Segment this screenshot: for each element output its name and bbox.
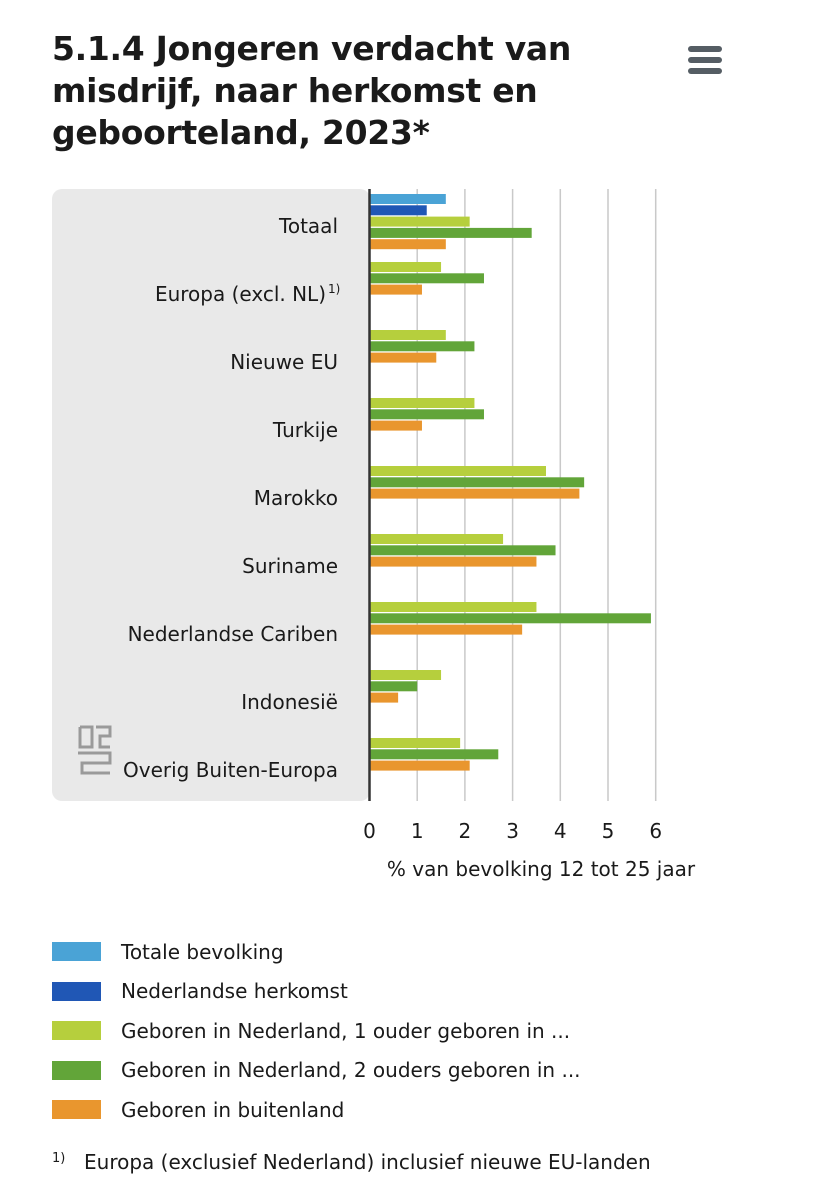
category-label: Europa (excl. NL): [155, 282, 326, 306]
x-tick-label: 1: [411, 819, 424, 843]
footnote-marker: 1): [52, 1150, 66, 1166]
x-tick-label: 2: [459, 819, 472, 843]
bar-chart: Totaal Europa (excl. NL) 1) Nieuwe EU Turkij…: [52, 189, 696, 881]
bar: [369, 352, 437, 363]
bar: [369, 749, 499, 760]
category-footnote-marker: 1): [328, 282, 340, 296]
footnote: 1) Europa (exclusief Nederland) inclusie…: [52, 1150, 651, 1174]
bar: [369, 670, 442, 680]
category-label: Totaal: [278, 214, 338, 238]
bar: [369, 534, 504, 544]
bar: [369, 194, 446, 204]
legend-item: Totale bevolking: [52, 932, 752, 972]
bar: [369, 681, 418, 692]
bar: [369, 409, 484, 420]
x-tick-label: 3: [506, 819, 519, 843]
legend-swatch: [52, 942, 101, 962]
legend: Totale bevolking Nederlandse herkomst Gebo…: [52, 932, 752, 1130]
bar: [369, 330, 446, 340]
legend-item: Geboren in Nederland, 2 ouders geboren i…: [52, 1051, 752, 1091]
bar: [369, 556, 537, 567]
bar: [369, 216, 470, 227]
bar: [369, 398, 475, 408]
legend-item: Nederlandse herkomst: [52, 972, 752, 1012]
bar: [369, 420, 422, 431]
category-label: Marokko: [254, 486, 338, 510]
bars: [369, 194, 651, 771]
category-label: Overig Buiten-Europa: [123, 758, 338, 782]
category-label: Nieuwe EU: [230, 350, 338, 374]
bar: [369, 273, 484, 284]
bar: [369, 284, 422, 295]
x-tick-label: 6: [649, 819, 662, 843]
bar: [369, 613, 651, 624]
x-axis-label: % van bevolking 12 tot 25 jaar: [387, 857, 696, 881]
legend-label: Totale bevolking: [121, 939, 284, 964]
category-label: Suriname: [242, 554, 338, 578]
legend-swatch: [52, 1060, 101, 1080]
legend-swatch: [52, 1021, 101, 1041]
legend-label: Nederlandse herkomst: [121, 979, 348, 1004]
category-label: Indonesië: [241, 690, 338, 714]
bar: [369, 760, 470, 771]
category-labels: Totaal Europa (excl. NL) 1) Nieuwe EU Turkij…: [123, 214, 340, 782]
bar: [369, 262, 442, 272]
bar: [369, 227, 532, 238]
footnote-text: Europa (exclusief Nederland) inclusief n…: [84, 1150, 651, 1174]
hamburger-menu-icon[interactable]: [688, 46, 722, 74]
bar: [369, 466, 546, 476]
legend-item: Geboren in buitenland: [52, 1090, 752, 1130]
bar: [369, 205, 427, 216]
x-tick-label: 4: [554, 819, 567, 843]
chart-panel: [52, 189, 370, 801]
bar: [369, 488, 580, 499]
legend-swatch: [52, 981, 101, 1001]
bar: [369, 341, 475, 352]
bar: [369, 545, 556, 556]
category-label: Nederlandse Cariben: [128, 622, 338, 646]
legend-label: Geboren in Nederland, 1 ouder geboren in…: [121, 1018, 571, 1043]
x-tick-label: 5: [602, 819, 615, 843]
bar: [369, 738, 461, 748]
bar: [369, 692, 399, 703]
legend-label: Geboren in Nederland, 2 ouders geboren i…: [121, 1058, 581, 1083]
legend-item: Geboren in Nederland, 1 ouder geboren in…: [52, 1011, 752, 1051]
bar: [369, 624, 523, 635]
x-tick-labels: 0 1 2 3 4 5 6: [363, 819, 662, 843]
category-label: Turkije: [272, 418, 338, 442]
legend-swatch: [52, 1100, 101, 1120]
bar: [369, 477, 585, 488]
bar: [369, 602, 537, 612]
x-tick-label: 0: [363, 819, 376, 843]
chart-title: 5.1.4 Jongeren verdacht van misdrijf, na…: [52, 29, 572, 152]
legend-label: Geboren in buitenland: [121, 1097, 345, 1122]
bar: [369, 239, 446, 250]
cbs-logo-icon: [78, 725, 112, 775]
